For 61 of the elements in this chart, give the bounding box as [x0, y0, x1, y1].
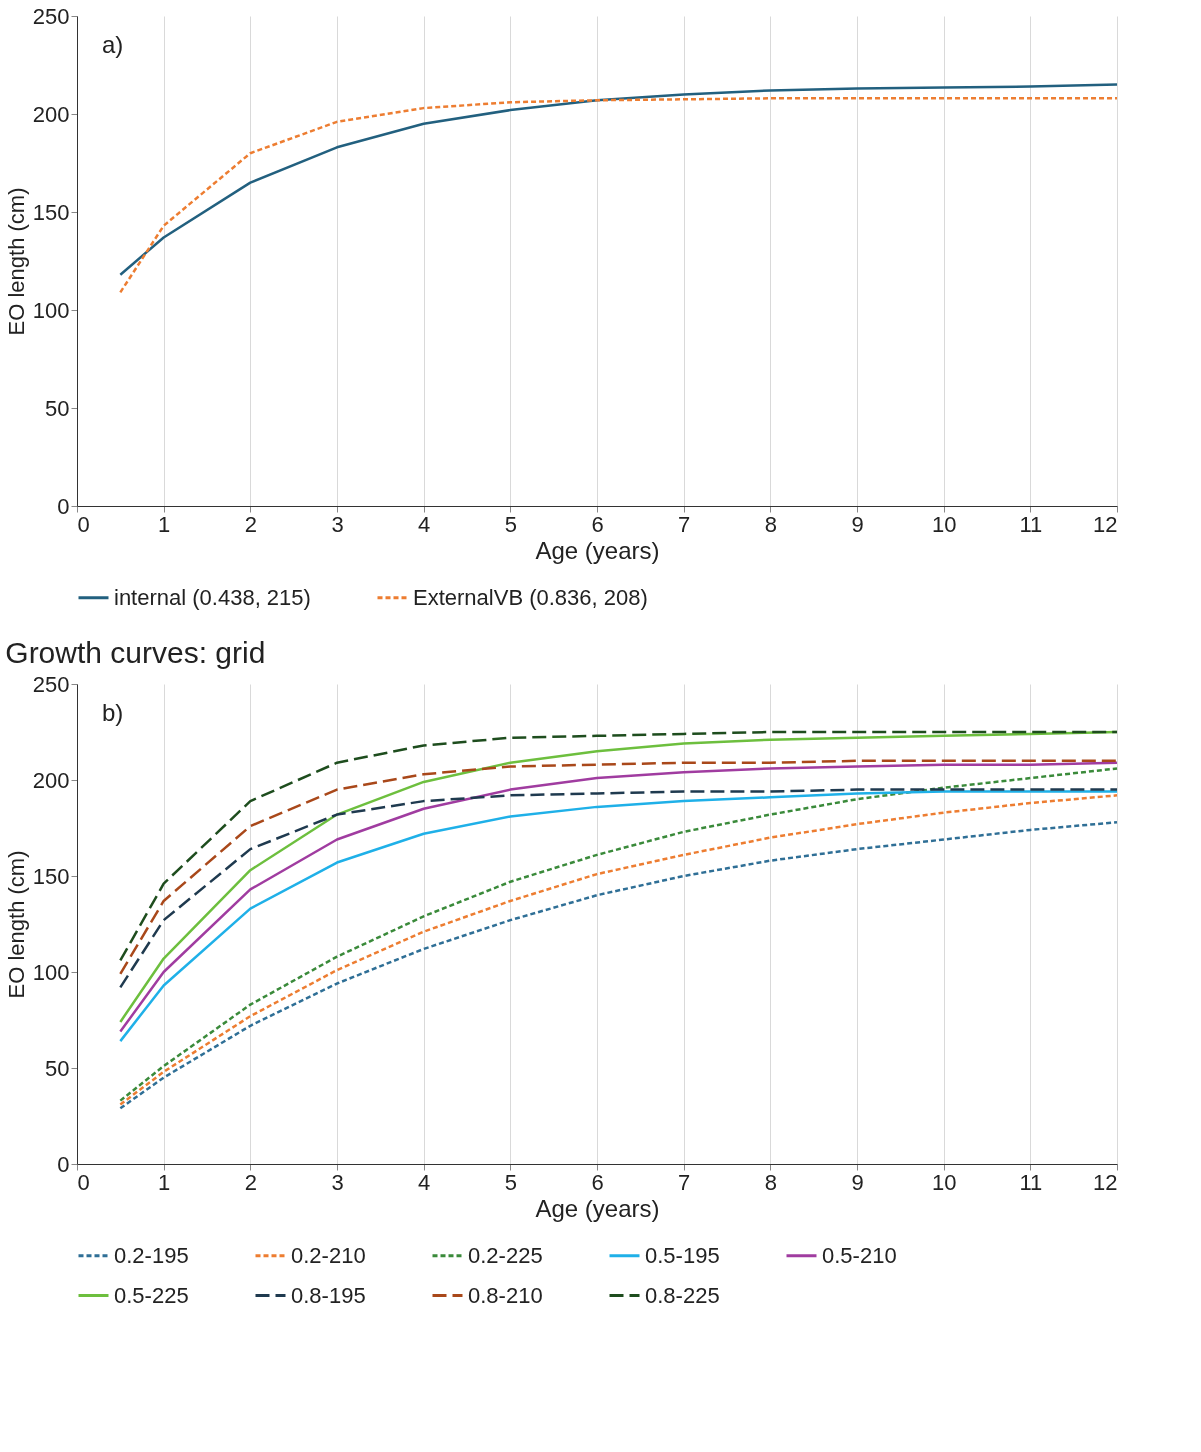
- x-tick-label: 9: [851, 1169, 864, 1195]
- line-series: [119, 97, 1119, 294]
- legend-label: 0.8-210: [468, 1282, 543, 1308]
- x-tick-label: 3: [331, 511, 344, 537]
- y-tick-label: 50: [45, 1055, 70, 1081]
- line-series: [119, 759, 1119, 976]
- y-tick-label: 100: [32, 297, 70, 323]
- legend-label: 0.2-210: [291, 1242, 366, 1268]
- y-tick-label: 150: [32, 199, 70, 225]
- legend-label: internal (0.438, 215): [114, 584, 311, 610]
- x-tick-label: 2: [244, 1169, 257, 1195]
- x-tick-label: 11: [1019, 1169, 1043, 1195]
- legend-label: ExternalVB (0.836, 208): [413, 584, 648, 610]
- y-tick-label: 200: [32, 101, 70, 127]
- chart-title: Growth curves: grid: [5, 636, 266, 669]
- x-tick-label: 10: [931, 511, 957, 537]
- x-axis-title: Age (years): [535, 536, 660, 564]
- x-tick-label: 2: [244, 511, 257, 537]
- y-tick-label: 50: [45, 395, 70, 421]
- x-tick-label: 4: [418, 511, 431, 537]
- x-tick-label: 6: [591, 1169, 604, 1195]
- x-tick-label: 4: [418, 1169, 431, 1195]
- legend-label: 0.5-210: [822, 1242, 897, 1268]
- x-tick-label: 8: [764, 1169, 777, 1195]
- x-tick-label: 0: [77, 1169, 90, 1195]
- x-tick-label: 5: [504, 1169, 517, 1195]
- x-tick-label: 8: [764, 511, 777, 537]
- legend-label: 0.2-195: [114, 1242, 189, 1268]
- y-tick-label: 200: [32, 767, 70, 793]
- y-tick-label: 250: [32, 3, 70, 29]
- x-tick-label: 7: [678, 1169, 691, 1195]
- line-series: [119, 788, 1119, 989]
- y-axis-title: EO length (cm): [3, 850, 29, 999]
- legend-label: 0.5-195: [645, 1242, 720, 1268]
- x-axis-title: Age (years): [535, 1194, 660, 1222]
- annotation: b): [102, 699, 124, 726]
- line-series: [119, 730, 1119, 962]
- x-tick-label: 7: [678, 511, 691, 537]
- x-tick-label: 3: [331, 1169, 344, 1195]
- y-tick-label: 150: [32, 863, 70, 889]
- legend-label: 0.8-195: [291, 1282, 366, 1308]
- x-tick-label: 11: [1019, 511, 1043, 537]
- legend-label: 0.2-225: [468, 1242, 543, 1268]
- x-tick-label: 5: [504, 511, 517, 537]
- x-tick-label: 9: [851, 511, 864, 537]
- y-tick-label: 100: [32, 959, 70, 985]
- y-axis-title: EO length (cm): [3, 187, 29, 336]
- legend-label: 0.5-225: [114, 1282, 189, 1308]
- y-tick-label: 0: [57, 1151, 70, 1177]
- legend-label: 0.8-225: [645, 1282, 720, 1308]
- x-tick-label: 0: [77, 511, 90, 537]
- x-tick-label: 12: [1093, 511, 1118, 537]
- y-tick-label: 0: [57, 493, 70, 519]
- x-tick-label: 6: [591, 511, 604, 537]
- x-tick-label: 1: [158, 1169, 171, 1195]
- x-tick-label: 1: [158, 511, 171, 537]
- line-series: [119, 83, 1119, 276]
- y-tick-label: 250: [32, 671, 70, 697]
- annotation: a): [102, 31, 124, 58]
- x-tick-label: 10: [931, 1169, 957, 1195]
- x-tick-label: 12: [1093, 1169, 1118, 1195]
